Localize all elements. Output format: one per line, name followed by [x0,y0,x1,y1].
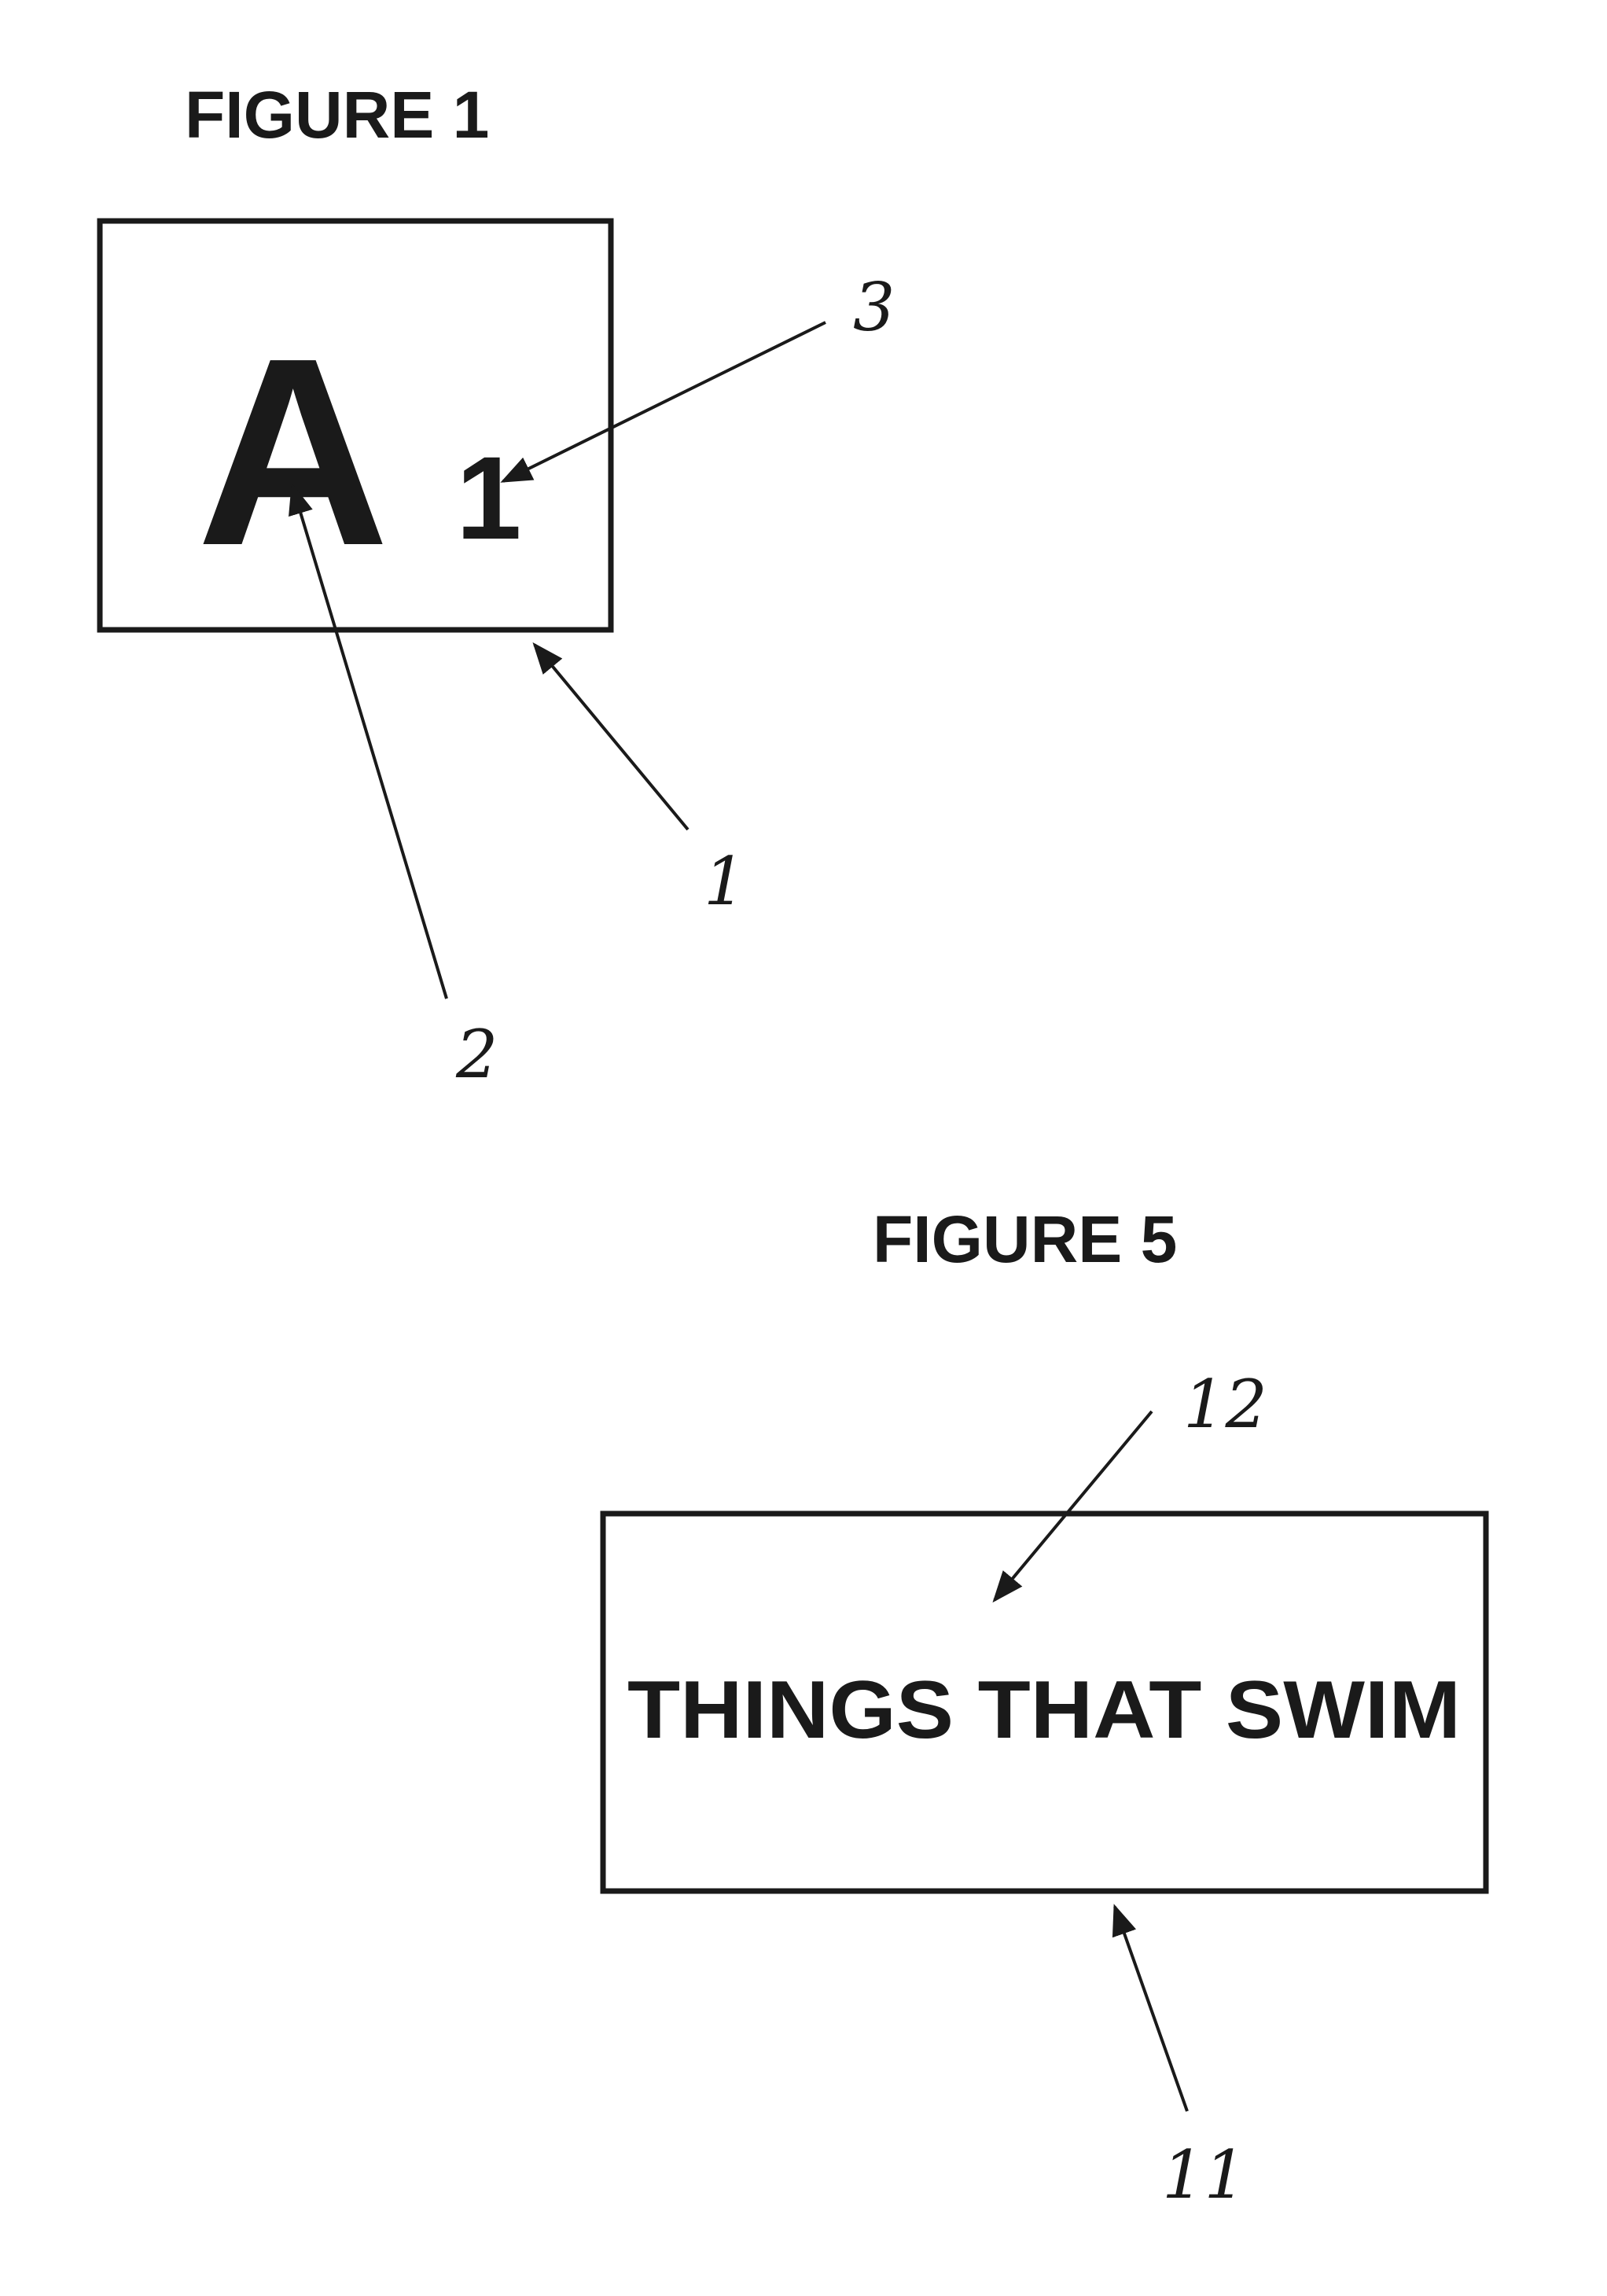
ref-number-2: 2 [455,1016,498,1093]
leader-arrow-12 [995,1411,1152,1600]
leader-arrow-3 [503,322,826,481]
leader-arrow-11 [1115,1907,1187,2111]
figure-5-card-text: THINGS THAT SWIM [627,1665,1461,1756]
figure-1-title: FIGURE 1 [185,78,489,152]
leader-arrow-1 [535,645,688,830]
ref-number-12: 12 [1183,1366,1267,1443]
ref-number-3: 3 [853,269,895,346]
figure-1: FIGURE 1 A 1 3 2 1 [100,78,895,1093]
ref-number-11: 11 [1162,2136,1246,2213]
figure-5-title: FIGURE 5 [873,1202,1177,1276]
figure-5: FIGURE 5 THINGS THAT SWIM 12 11 [603,1202,1486,2213]
ref-number-1: 1 [704,843,745,920]
figure-1-letter: A [197,303,390,602]
figure-1-digit: 1 [456,432,521,564]
